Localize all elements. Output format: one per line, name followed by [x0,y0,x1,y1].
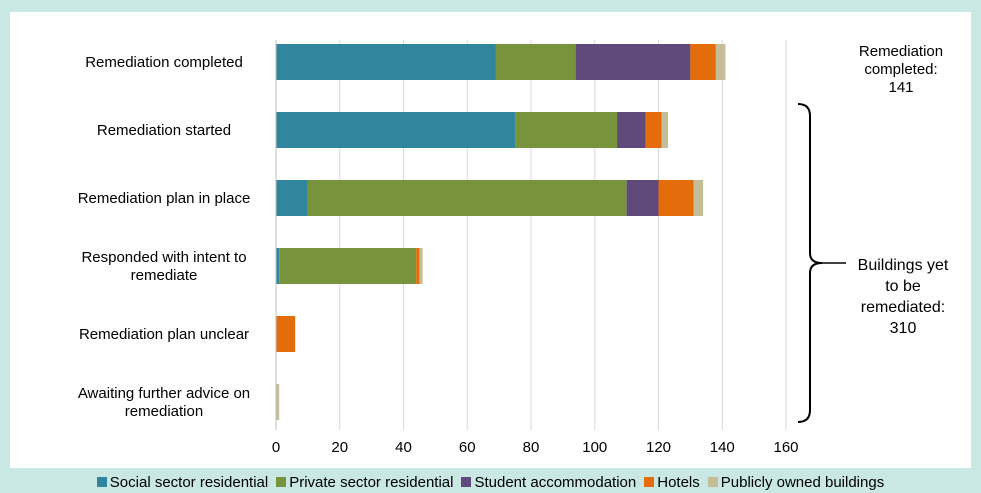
x-tick-label: 140 [710,439,735,456]
x-tick-label: 120 [646,439,671,456]
annotation-completed: completed: [864,61,937,78]
chart-frame: Remediation completed Remediation started… [10,12,971,468]
bar-1-1 [515,112,618,148]
category-label: Responded with intent to [81,249,246,266]
bar-1-2 [617,112,646,148]
legend-swatch [707,477,718,487]
x-tick-label: 160 [773,439,798,456]
legend-swatch [644,477,655,487]
bar-2-0 [276,180,308,216]
x-tick-label: 60 [459,439,476,456]
legend-label: Private sector residential [289,473,454,491]
legend-label: Student accommodation [474,473,637,491]
annotation-completed: Remediation [859,43,943,60]
bar-0-1 [495,44,576,80]
bar-0-0 [276,44,496,80]
bar-chart: Remediation completed Remediation started… [78,38,958,456]
bar-3-0 [276,248,280,284]
bar-2-3 [658,180,694,216]
legend-swatch [276,477,287,487]
annotation-completed: 141 [888,79,913,96]
category-label: Remediation plan unclear [79,326,249,343]
x-tick-label: 0 [272,439,280,456]
category-label: Remediation plan in place [78,190,251,207]
legend-item: Student accommodation [461,474,636,491]
bar-3-4 [419,248,423,284]
annotation-yet-box [848,244,958,348]
legend-label: Social sector residential [109,473,269,491]
category-label: Awaiting further advice on [78,385,250,402]
category-label: remediation [125,403,203,420]
bar-3-3 [416,248,420,284]
bar-1-0 [276,112,516,148]
x-tick-label: 40 [395,439,412,456]
bar-3-1 [279,248,417,284]
legend-item: Social sector residential [96,473,269,491]
annotation-yet-to-be-remediated: to be [885,278,921,295]
bar-1-4 [661,112,669,148]
x-tick-label: 100 [582,439,607,456]
legend-item: Publicly owned buildings [707,473,885,491]
bar-2-2 [626,180,659,216]
category-label: Remediation started [97,122,231,139]
legend-item: Private sector residential [276,474,453,491]
bar-0-4 [715,44,726,80]
legend-swatch [96,477,107,487]
legend-label: Hotels [657,473,700,491]
bar-5-4 [276,384,280,420]
legend-label: Publicly owned buildings [720,473,885,491]
bar-1-3 [645,112,662,148]
annotation-yet-to-be-remediated: remediated: [861,299,946,316]
bar-4-3 [276,316,296,352]
bar-2-4 [693,180,704,216]
legend-item: Hotels [644,474,700,491]
bar-0-3 [690,44,716,80]
legend: Social sector residential Private sector … [0,472,981,492]
bar-2-1 [307,180,627,216]
legend-swatch [461,477,472,487]
x-tick-label: 80 [523,439,540,456]
category-label: remediate [131,267,198,284]
annotation-yet-to-be-remediated: Buildings yet [858,257,949,274]
bar-0-2 [575,44,691,80]
x-tick-label: 20 [331,439,348,456]
annotation-completed-box [860,38,940,108]
bracket-yet-to-be-remediated [797,103,823,423]
annotation-yet-to-be-remediated: 310 [890,320,917,337]
category-label: Remediation completed [85,54,243,71]
